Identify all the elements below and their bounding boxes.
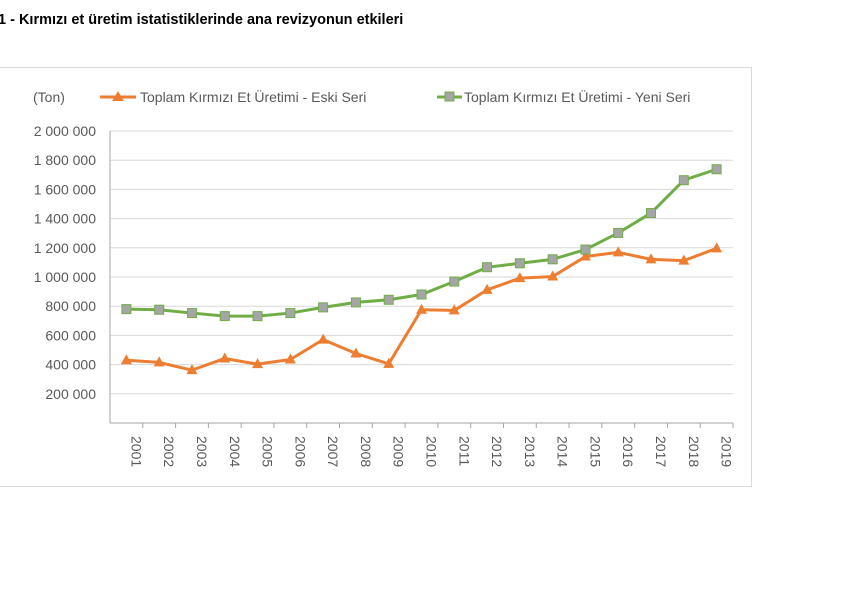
data-point xyxy=(252,358,264,369)
data-point xyxy=(318,302,329,313)
triangle-marker-icon xyxy=(112,91,124,101)
data-point xyxy=(448,304,460,315)
x-tick-label: 2017 xyxy=(653,436,669,467)
data-point xyxy=(613,227,624,238)
data-point xyxy=(711,164,722,175)
x-tick-label: 2013 xyxy=(522,436,538,467)
x-tick-label: 2012 xyxy=(489,436,505,467)
x-tick-label: 2003 xyxy=(194,436,210,467)
data-point xyxy=(514,258,525,269)
data-point xyxy=(711,242,723,253)
x-tick-label: 2011 xyxy=(456,436,472,466)
x-tick-label: 2018 xyxy=(686,436,702,467)
data-point xyxy=(678,175,689,186)
data-point xyxy=(350,297,361,308)
data-point xyxy=(645,253,657,264)
x-tick-label: 2008 xyxy=(358,436,374,467)
data-point xyxy=(383,294,394,305)
data-point xyxy=(219,352,231,363)
x-tick-label: 2004 xyxy=(227,436,243,467)
data-point xyxy=(547,254,558,265)
x-tick-label: 2001 xyxy=(128,436,144,467)
data-point xyxy=(646,208,657,219)
y-tick-label: 200 000 xyxy=(45,386,96,402)
legend-label-eski: Toplam Kırmızı Et Üretimi - Eski Seri xyxy=(140,88,366,105)
chart-frame xyxy=(0,67,752,487)
unit-label: (Ton) xyxy=(33,89,65,105)
figure-title: 1 - Kırmızı et üretim istatistiklerinde … xyxy=(0,12,404,28)
data-point xyxy=(547,270,559,281)
data-point xyxy=(219,311,230,322)
data-point xyxy=(579,250,591,261)
x-tick-label: 2014 xyxy=(555,436,571,467)
y-tick-label: 400 000 xyxy=(45,357,96,373)
data-point xyxy=(284,353,296,364)
y-tick-label: 600 000 xyxy=(45,327,96,343)
x-tick-label: 2010 xyxy=(424,436,440,467)
y-tick-label: 1 600 000 xyxy=(34,181,96,197)
data-point xyxy=(154,304,165,315)
data-point xyxy=(285,308,296,319)
data-point xyxy=(350,347,362,358)
data-point xyxy=(153,356,165,367)
x-tick-label: 2005 xyxy=(260,436,276,467)
x-tick-label: 2009 xyxy=(391,436,407,467)
legend-eski: Toplam Kırmızı Et Üretimi - Eski Seri xyxy=(100,88,366,105)
data-point xyxy=(186,308,197,319)
data-point xyxy=(678,254,690,265)
data-point xyxy=(252,311,263,322)
data-point xyxy=(449,276,460,287)
y-tick-label: 1 800 000 xyxy=(34,152,96,168)
data-point xyxy=(383,357,395,368)
data-point xyxy=(481,283,493,294)
x-tick-label: 2006 xyxy=(292,436,308,467)
legend-label-yeni: Toplam Kırmızı Et Üretimi - Yeni Seri xyxy=(464,88,690,105)
y-tick-label: 1 200 000 xyxy=(34,240,96,256)
y-tick-label: 1 000 000 xyxy=(34,269,96,285)
data-point xyxy=(416,289,427,300)
data-point xyxy=(120,354,132,365)
data-point xyxy=(580,244,591,255)
legend-yeni: Toplam Kırmızı Et Üretimi - Yeni Seri xyxy=(437,88,690,105)
square-marker-icon xyxy=(444,91,455,102)
x-tick-label: 2002 xyxy=(161,436,177,467)
data-point xyxy=(121,304,132,315)
data-point xyxy=(186,364,198,375)
data-point xyxy=(416,303,427,314)
x-tick-label: 2015 xyxy=(587,436,603,467)
x-tick-label: 2016 xyxy=(620,436,636,467)
y-tick-label: 800 000 xyxy=(45,298,96,314)
data-point xyxy=(514,272,526,283)
y-tick-label: 1 400 000 xyxy=(34,211,96,227)
x-tick-label: 2007 xyxy=(325,436,341,467)
data-point xyxy=(612,246,624,257)
data-point xyxy=(482,262,493,273)
x-tick-label: 2019 xyxy=(719,436,735,467)
y-tick-label: 2 000 000 xyxy=(34,123,96,139)
data-point xyxy=(317,333,329,344)
